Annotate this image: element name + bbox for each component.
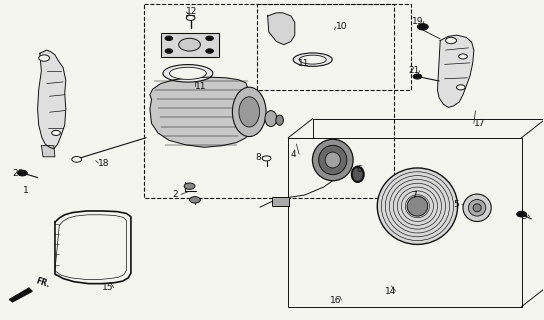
Text: 19: 19: [412, 17, 423, 26]
Text: 9: 9: [522, 212, 527, 221]
Text: 11: 11: [298, 59, 309, 68]
Text: 2: 2: [172, 190, 178, 199]
Text: 12: 12: [186, 7, 197, 16]
Circle shape: [165, 36, 172, 41]
Ellipse shape: [468, 199, 486, 216]
Text: FR.: FR.: [35, 276, 51, 289]
Circle shape: [178, 38, 200, 51]
Ellipse shape: [378, 168, 458, 244]
Polygon shape: [268, 13, 295, 45]
Text: 21: 21: [409, 66, 420, 75]
Circle shape: [39, 55, 50, 61]
Text: 20: 20: [13, 169, 24, 178]
Bar: [272, 197, 289, 205]
Ellipse shape: [163, 65, 213, 82]
Circle shape: [72, 156, 82, 162]
Circle shape: [517, 211, 527, 217]
Text: 7: 7: [411, 191, 417, 200]
Circle shape: [206, 49, 213, 53]
Polygon shape: [41, 146, 55, 157]
Ellipse shape: [319, 145, 347, 175]
Ellipse shape: [463, 194, 491, 221]
Ellipse shape: [312, 139, 353, 181]
Text: 17: 17: [473, 119, 485, 128]
Ellipse shape: [473, 204, 481, 212]
Circle shape: [186, 15, 195, 20]
Polygon shape: [437, 35, 474, 108]
Text: 10: 10: [336, 22, 347, 31]
Circle shape: [459, 54, 467, 59]
Polygon shape: [150, 77, 249, 147]
Ellipse shape: [299, 55, 326, 64]
Circle shape: [413, 74, 422, 79]
Text: 16: 16: [330, 296, 342, 305]
Text: 1: 1: [23, 186, 29, 195]
Circle shape: [17, 170, 27, 176]
Text: 8: 8: [256, 153, 261, 162]
Text: 11: 11: [195, 82, 206, 91]
Circle shape: [262, 156, 271, 161]
Bar: [257, 4, 411, 90]
Circle shape: [52, 130, 60, 135]
Text: 15: 15: [102, 283, 114, 292]
Polygon shape: [9, 288, 32, 302]
Circle shape: [417, 24, 428, 30]
Ellipse shape: [407, 196, 428, 216]
Ellipse shape: [265, 111, 277, 126]
Text: 14: 14: [385, 287, 396, 296]
Text: 18: 18: [98, 159, 109, 168]
Circle shape: [189, 197, 200, 203]
Circle shape: [165, 49, 172, 53]
Bar: [145, 4, 394, 198]
Text: 6: 6: [356, 165, 362, 174]
Ellipse shape: [352, 167, 364, 182]
Circle shape: [446, 37, 456, 44]
Circle shape: [184, 183, 195, 189]
Ellipse shape: [293, 53, 332, 66]
Ellipse shape: [232, 87, 266, 137]
Circle shape: [206, 36, 213, 41]
Ellipse shape: [325, 152, 341, 168]
Ellipse shape: [276, 115, 283, 125]
Ellipse shape: [169, 67, 206, 79]
Polygon shape: [38, 50, 66, 149]
Circle shape: [456, 85, 465, 90]
Text: 4: 4: [291, 150, 296, 159]
Text: 5: 5: [454, 200, 459, 209]
Bar: [161, 33, 219, 57]
Ellipse shape: [239, 97, 259, 127]
